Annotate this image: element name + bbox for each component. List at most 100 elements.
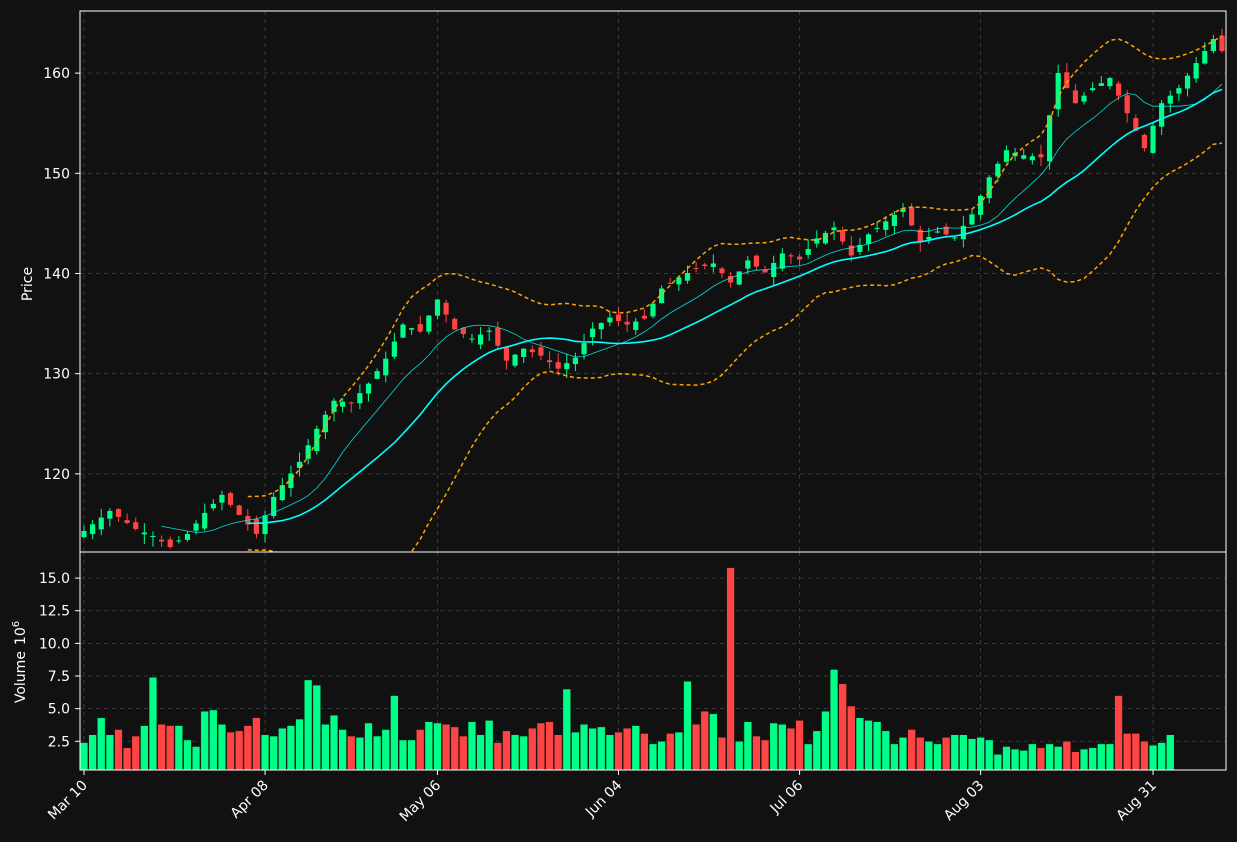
volume-bar [1105,743,1115,771]
volume-bar [148,677,158,771]
candle-body [107,510,113,519]
volume-bar [605,734,615,771]
volume-bar [485,720,494,771]
candle-body [952,237,958,239]
volume-bar [209,709,218,771]
volume-bar [183,739,192,771]
candle-body [331,400,337,412]
volume-bar [967,738,977,771]
candle-body [176,540,182,542]
volume-tick-label: 10.0 [39,636,70,652]
candle-body [865,234,872,244]
volume-bar [407,739,416,771]
candle-body [150,535,156,538]
volume-bar [623,727,632,771]
volume-bar [304,679,313,771]
candle-body [684,272,691,281]
bollinger-upper-line [247,35,1223,498]
candle-body [236,505,242,515]
candle-body [1046,115,1053,162]
candlesticks [81,28,1225,549]
candle-body [288,473,294,488]
volume-bar [674,731,683,771]
candle-body [443,302,449,315]
candle-body [262,515,268,535]
volume-bar [398,739,408,771]
candle-body [1055,73,1061,110]
candle-body [1098,83,1104,86]
candle-body [831,227,837,231]
volume-bar [855,717,865,771]
volume-bar [545,721,554,771]
candle-body [788,255,794,257]
candle-body [848,245,854,256]
volume-bar [286,725,296,771]
candle-body [124,520,130,523]
sma-10-line [161,83,1223,533]
volume-bar [200,711,209,771]
candle-body [572,357,578,365]
candle-body [115,509,122,517]
volume-bar [1019,750,1028,771]
volume-bar [614,731,623,771]
volume-bar [735,741,744,771]
candle-body [521,348,527,357]
volume-bar [993,754,1002,771]
volume-bar [786,727,796,771]
volume-bar [502,730,511,771]
candle-body [814,238,820,244]
volume-tick-label: 15.0 [39,571,70,587]
volume-tick-label: 7.5 [48,669,70,685]
candle-body [693,268,699,270]
volume-bar [666,733,675,771]
candle-body [374,371,380,379]
candle-body [296,461,303,468]
candle-body [1184,75,1191,89]
volume-bar [329,714,339,771]
sma-20-line [247,88,1223,525]
candle-body [503,347,510,361]
candle-body [710,263,716,267]
volume-bar [174,725,183,771]
candle-body [391,341,397,357]
volume-bar [519,735,528,771]
candle-body [1167,95,1173,104]
candle-body [822,232,829,244]
volume-bar [907,729,916,771]
volume-bar [260,734,270,771]
candle-body [1038,154,1044,158]
candle-body [529,349,535,353]
volume-bar [381,729,390,771]
candle-body [167,539,173,547]
volume-bar [355,737,365,771]
candle-body [1176,88,1182,94]
candle-body [874,227,880,229]
volume-bar [743,721,752,771]
volume-axis-label: Volume106 [11,621,29,703]
volume-bar [278,727,287,771]
candle-body [840,230,846,242]
volume-bar [433,722,442,771]
candle-body [641,315,647,319]
volume-bar [191,746,201,771]
volume-axis-label-text: Volume [13,651,29,703]
candle-body [986,177,992,199]
candle-body [598,323,604,330]
price-y-ticks: 120 130 140 150 160 [43,66,80,483]
volume-bar [760,739,770,771]
volume-bar [1036,747,1046,771]
candle-body [590,328,596,338]
volume-bar [752,735,761,771]
volume-bar [459,735,468,771]
volume-bar [390,695,399,771]
volume-bar [88,734,97,771]
volume-tick-label: 5.0 [48,702,70,718]
volume-bar [372,735,382,771]
candle-body [564,363,570,370]
candle-body [1193,63,1199,79]
candle-body [960,225,966,240]
volume-bar [804,743,813,771]
volume-bar [881,730,890,771]
candle-body [1029,156,1035,161]
volume-tick-label: 12.5 [39,604,70,620]
